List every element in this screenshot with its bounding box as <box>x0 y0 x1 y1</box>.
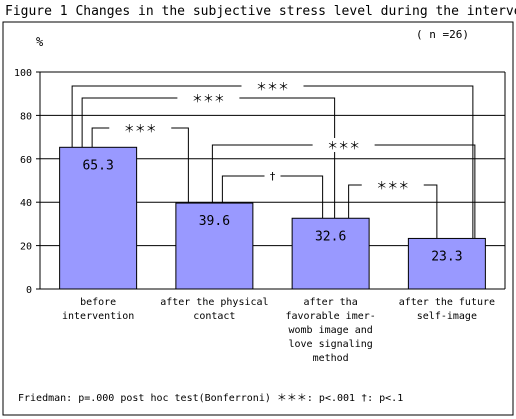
y-tick-label: 0 <box>26 285 32 296</box>
y-tick-label: 20 <box>20 242 32 253</box>
x-tick-label: after the physical contact <box>160 297 268 322</box>
chart-title: Figure 1 Changes in the subjective stres… <box>5 4 516 19</box>
bracket-label-bg <box>361 178 424 192</box>
bracket-label-bg <box>312 138 375 152</box>
x-tick-label-line: after the future <box>399 297 495 308</box>
significance-brackets: ＊＊＊ ＊＊＊ ＊＊＊ ＊＊＊ † ＊＊＊ <box>71 79 476 239</box>
x-tick-label-line: self-image <box>417 311 477 322</box>
sample-size-note: ( n =26) <box>416 28 469 41</box>
y-tick-label: 60 <box>20 155 32 166</box>
value-label: 39.6 <box>199 214 230 229</box>
bracket-label-bg <box>109 121 172 135</box>
bars <box>59 146 486 290</box>
bar <box>291 217 370 290</box>
x-tick-label-line: love signaling <box>288 339 372 350</box>
significance-label: ＊＊＊ <box>192 92 225 105</box>
footnote: Friedman: p=.000 post hoc test(Bonferron… <box>18 393 403 404</box>
significance-label: ＊＊＊ <box>256 80 289 93</box>
x-tick-label-line: womb image and <box>288 325 372 336</box>
x-tick-label-line: before <box>80 297 116 308</box>
x-tick-label-line: after the physical <box>160 297 268 308</box>
bar <box>59 146 138 290</box>
x-tick-label-line: contact <box>193 311 235 322</box>
y-tick-labels: 0 20 40 60 80 100 <box>14 68 32 296</box>
significance-label: ＊＊＊ <box>327 139 360 152</box>
value-label: 65.3 <box>82 158 113 173</box>
figure-border <box>2 21 514 416</box>
significance-label: † <box>269 170 276 183</box>
x-tick-label-line: method <box>313 353 349 364</box>
x-tick-label-line: after tha <box>304 297 358 308</box>
value-label: 32.6 <box>315 229 346 244</box>
bracket-label-bg <box>177 91 240 105</box>
x-tick-labels: before intervention after the physical cont… <box>62 297 495 364</box>
value-labels: 65.3 39.6 32.6 23.3 <box>82 158 462 264</box>
bracket-label-bg <box>264 169 281 183</box>
y-tick-label: 40 <box>20 198 32 209</box>
y-axis-label: % <box>36 35 44 49</box>
y-tick-label: 80 <box>20 111 32 122</box>
bar <box>175 202 254 290</box>
value-label: 23.3 <box>431 249 462 264</box>
x-tick-label: after tha favorable imer-womb image and lo… <box>285 297 375 364</box>
x-tick-label: before intervention <box>62 297 134 322</box>
x-tick-label: after the future self-image <box>399 297 495 322</box>
x-tick-label-line: favorable imer- <box>285 311 375 322</box>
significance-label: ＊＊＊ <box>376 179 409 192</box>
significance-label: ＊＊＊ <box>124 122 157 135</box>
x-tick-label-line: intervention <box>62 311 134 322</box>
bar <box>407 237 486 290</box>
y-tick-label: 100 <box>14 68 32 79</box>
bracket-label-bg <box>241 79 304 93</box>
